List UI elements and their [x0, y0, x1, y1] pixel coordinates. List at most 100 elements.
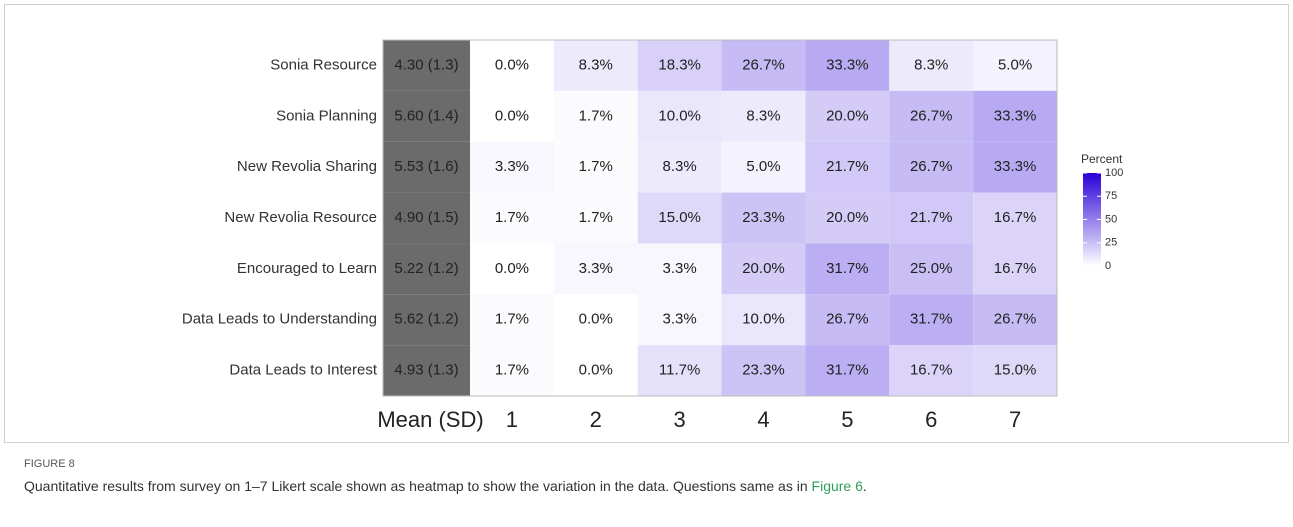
row-label: Sonia Resource: [270, 56, 377, 73]
column-header: 2: [590, 407, 602, 432]
mean-cell: [383, 40, 470, 91]
column-header: 7: [1009, 407, 1021, 432]
heat-cell: [973, 345, 1057, 396]
cell-label: 15.0%: [994, 362, 1037, 379]
heat-cell: [973, 294, 1057, 346]
heat-cell: [553, 243, 638, 295]
heat-cell: [721, 243, 806, 295]
heat-cell: [805, 243, 890, 295]
mean-label: 5.22 (1.2): [394, 260, 458, 277]
cell-label: 11.7%: [659, 362, 700, 379]
heat-cell: [805, 141, 890, 193]
row-label: Encouraged to Learn: [237, 260, 377, 277]
cell-label: 0.0%: [579, 311, 613, 328]
heat-cell: [637, 294, 722, 346]
heat-cell: [805, 90, 890, 142]
cell-label: 26.7%: [742, 56, 785, 73]
heat-cell: [553, 345, 638, 396]
cell-label: 1.7%: [579, 209, 613, 226]
cell-label: 20.0%: [826, 107, 869, 124]
heat-cell: [973, 90, 1057, 142]
caption-text: .: [863, 478, 867, 494]
heat-cell: [973, 243, 1057, 295]
cell-label: 23.3%: [742, 209, 785, 226]
column-header: 6: [925, 407, 937, 432]
cell-label: 18.3%: [658, 56, 701, 73]
caption-text: Quantitative results from survey on 1–7 …: [24, 478, 812, 494]
panel-border: [382, 39, 1058, 397]
cell-label: 8.3%: [746, 107, 780, 124]
heat-cell: [973, 40, 1057, 91]
heat-cell: [553, 90, 638, 142]
heat-cell: [721, 345, 806, 396]
figure-label: FIGURE 8: [24, 458, 75, 470]
cell-label: 15.0%: [658, 209, 701, 226]
column-header: 3: [674, 407, 686, 432]
heat-cell: [470, 40, 554, 91]
heat-cell: [553, 192, 638, 244]
heat-cell: [470, 141, 554, 193]
colorbar-tick-label: 75: [1105, 190, 1117, 202]
mean-label: 5.60 (1.4): [394, 107, 458, 124]
cell-label: 0.0%: [495, 56, 529, 73]
mean-label: 4.30 (1.3): [394, 56, 458, 73]
cell-label: 26.7%: [910, 158, 953, 175]
cell-label: 16.7%: [910, 362, 953, 379]
cell-label: 26.7%: [994, 311, 1037, 328]
caption-link[interactable]: Figure 6: [812, 478, 864, 494]
cell-label: 0.0%: [579, 362, 613, 379]
cell-label: 1.7%: [579, 107, 613, 124]
cell-label: 16.7%: [994, 260, 1037, 277]
heat-cell: [805, 192, 890, 244]
heat-cell: [721, 90, 806, 142]
heat-cell: [721, 192, 806, 244]
caption: Quantitative results from survey on 1–7 …: [24, 478, 867, 494]
heat-cell: [889, 192, 974, 244]
heat-cell: [637, 345, 722, 396]
heat-cell: [553, 294, 638, 346]
mean-cell: [383, 294, 470, 346]
figure-frame: [4, 4, 1289, 443]
row-label: New Revolia Sharing: [237, 158, 377, 175]
cell-label: 25.0%: [910, 260, 953, 277]
cell-label: 3.3%: [579, 260, 613, 277]
heat-cell: [470, 192, 554, 244]
cell-label: 10.0%: [658, 107, 701, 124]
cell-label: 8.3%: [663, 158, 697, 175]
cell-label: 31.7%: [910, 311, 953, 328]
heat-cell: [553, 40, 638, 91]
cell-label: 23.3%: [742, 362, 785, 379]
mean-label: 4.93 (1.3): [394, 362, 458, 379]
cell-label: 33.3%: [826, 56, 869, 73]
heat-cell: [973, 192, 1057, 244]
heat-cell: [470, 345, 554, 396]
row-label: New Revolia Resource: [224, 209, 377, 226]
column-header: 4: [757, 407, 769, 432]
cell-label: 10.0%: [742, 311, 785, 328]
colorbar-title: Percent: [1081, 152, 1123, 166]
row-label: Data Leads to Interest: [229, 362, 377, 379]
cell-label: 0.0%: [495, 260, 529, 277]
cell-label: 20.0%: [826, 209, 869, 226]
cell-label: 33.3%: [994, 107, 1037, 124]
colorbar-tick-label: 25: [1105, 237, 1117, 249]
heat-cell: [470, 90, 554, 142]
heat-cell: [721, 40, 806, 91]
cell-label: 8.3%: [914, 56, 948, 73]
mean-cell: [383, 141, 470, 193]
cell-label: 0.0%: [495, 107, 529, 124]
heat-cell: [889, 294, 974, 346]
cell-label: 1.7%: [495, 209, 529, 226]
heat-cell: [889, 141, 974, 193]
cell-label: 20.0%: [742, 260, 785, 277]
cell-label: 26.7%: [910, 107, 953, 124]
cell-label: 31.7%: [826, 362, 869, 379]
heat-cell: [637, 243, 722, 295]
colorbar-tick-label: 50: [1105, 213, 1117, 225]
heat-cell: [889, 243, 974, 295]
column-header: Mean (SD): [377, 407, 483, 432]
mean-cell: [383, 243, 470, 295]
colorbar: [1083, 173, 1101, 266]
heat-cell: [805, 40, 890, 91]
